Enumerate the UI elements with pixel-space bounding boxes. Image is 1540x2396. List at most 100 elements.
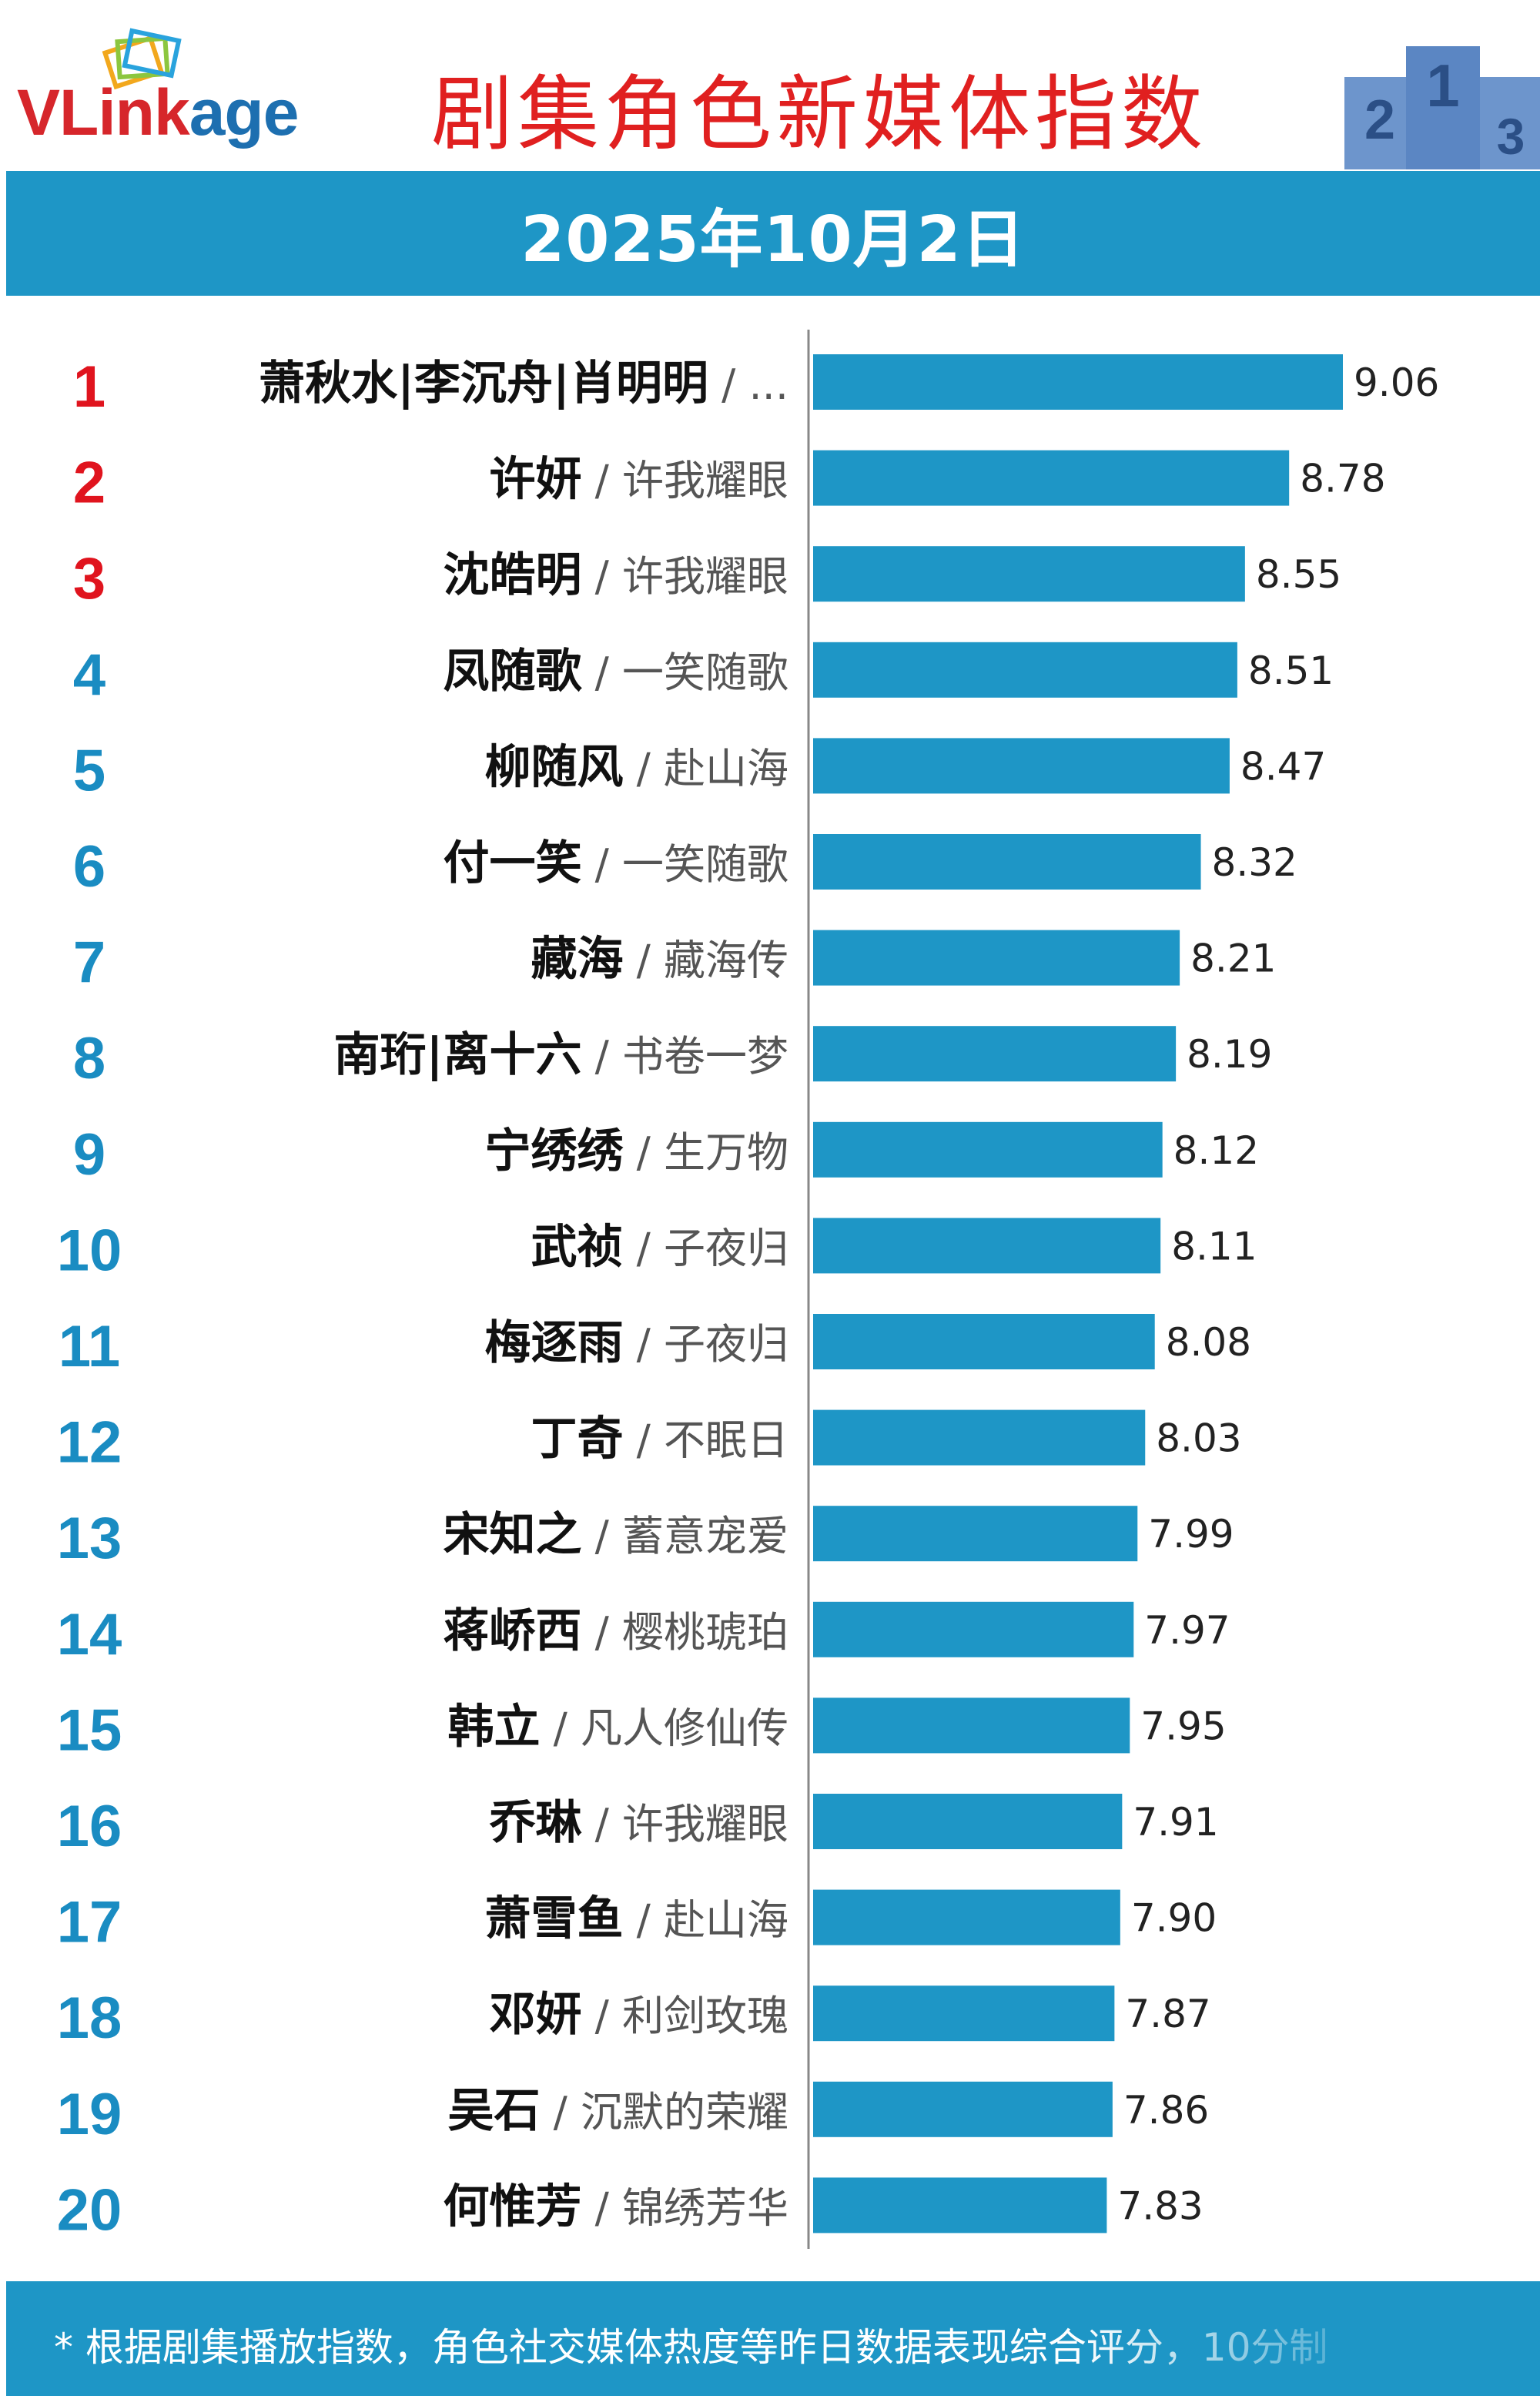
drama-title: / 凡人修仙传 <box>540 1704 788 1752</box>
drama-title: / 许我耀眼 <box>581 552 788 601</box>
bar-value-label: 8.03 <box>1156 1416 1241 1461</box>
drama-title: / 锦绣芳华 <box>581 2183 788 2232</box>
row-label: 乔琳 / 许我耀眼 <box>489 1796 788 1850</box>
logo-frames-icon <box>102 28 182 90</box>
drama-title: / 子夜归 <box>623 1320 788 1369</box>
drama-title: / 许我耀眼 <box>581 457 788 505</box>
row-label: 韩立 / 凡人修仙传 <box>447 1700 788 1754</box>
bar <box>813 1314 1155 1369</box>
bar-value-label: 8.78 <box>1300 457 1385 501</box>
row-label: 藏海 / 藏海传 <box>531 933 788 987</box>
rank-number: 14 <box>57 1602 122 1667</box>
chart-title: 剧集角色新媒体指数 <box>431 67 1207 162</box>
character-name: 南珩|离十六 <box>334 1028 582 1082</box>
footer: * 根据剧集播放指数，角色社交媒体热度等昨日数据表现综合评分，10分制 <box>6 2281 1540 2396</box>
bar <box>813 1794 1123 1849</box>
drama-title: / ... <box>708 360 788 409</box>
bar-value-label: 7.97 <box>1144 1608 1230 1653</box>
bar-value-label: 7.87 <box>1125 1992 1210 2036</box>
podium-label-3: 3 <box>1497 108 1525 165</box>
logo-text-red: VLink <box>17 76 190 149</box>
bar <box>813 354 1343 410</box>
bar-value-label: 8.19 <box>1187 1032 1272 1077</box>
vlinkage-logo: VLinkage <box>17 22 340 152</box>
drama-title: / 不眠日 <box>623 1416 788 1465</box>
rank-number: 11 <box>59 1314 120 1379</box>
row-label: 武祯 / 子夜归 <box>531 1220 788 1274</box>
rank-number: 19 <box>57 2082 122 2147</box>
row-label: 邓妍 / 利剑玫瑰 <box>489 1988 788 2042</box>
rank-number: 20 <box>57 2177 122 2243</box>
bar-value-label: 7.86 <box>1123 2088 1209 2133</box>
character-name: 萧雪鱼 <box>484 1892 623 1946</box>
rank-number: 1 <box>73 354 105 420</box>
row-label: 萧雪鱼 / 赴山海 <box>484 1892 788 1946</box>
drama-title: / 赴山海 <box>623 744 788 793</box>
character-name: 付一笑 <box>443 836 581 890</box>
bar-value-label: 8.08 <box>1166 1320 1251 1365</box>
character-name: 邓妍 <box>489 1988 581 2042</box>
row-label: 萧秋水|李沉舟|肖明明 / ... <box>259 357 788 411</box>
date-label: 2025年10月2日 <box>521 203 1026 276</box>
bar <box>813 1026 1177 1082</box>
drama-title: / 蓄意宠爱 <box>581 1512 788 1560</box>
row-label: 何惟芳 / 锦绣芳华 <box>443 2180 788 2233</box>
logo-text: VLinkage <box>17 75 300 150</box>
row-label: 南珩|离十六 / 书卷一梦 <box>334 1028 788 1082</box>
character-name: 宁绣绣 <box>484 1124 624 1178</box>
bar-value-label: 8.51 <box>1248 648 1334 693</box>
date-bar: 2025年10月2日 <box>6 171 1540 296</box>
bar-value-label: 8.12 <box>1173 1128 1259 1173</box>
bar <box>813 1697 1130 1754</box>
bar-value-label: 8.21 <box>1190 937 1276 981</box>
rank-number: 7 <box>73 930 105 996</box>
character-name: 萧秋水|李沉舟|肖明明 <box>259 357 708 411</box>
rank-number: 8 <box>73 1026 105 1091</box>
logo-text-blue: age <box>189 76 300 149</box>
drama-title: / 赴山海 <box>623 1896 788 1945</box>
bar <box>813 642 1237 698</box>
podium-label-2: 2 <box>1364 89 1395 151</box>
row-label: 宋知之 / 蓄意宠爱 <box>443 1508 788 1562</box>
bar <box>813 1409 1146 1466</box>
drama-title: / 子夜归 <box>623 1224 788 1272</box>
character-name: 宋知之 <box>443 1508 581 1562</box>
drama-title: / 沉默的荣耀 <box>540 2088 788 2136</box>
bar-value-label: 7.90 <box>1131 1896 1217 1941</box>
podium-label-1: 1 <box>1426 52 1459 119</box>
rank-number: 5 <box>73 738 105 803</box>
drama-title: / 书卷一梦 <box>581 1032 788 1081</box>
bar <box>813 1506 1138 1562</box>
row-label: 沈皓明 / 许我耀眼 <box>443 548 788 602</box>
rank-number: 13 <box>57 1506 122 1571</box>
bar <box>813 2081 1113 2137</box>
character-name: 梅逐雨 <box>484 1316 623 1370</box>
bar <box>813 450 1290 506</box>
bar <box>813 2177 1107 2233</box>
bar-value-label: 7.99 <box>1148 1512 1234 1557</box>
character-name: 乔琳 <box>489 1796 582 1850</box>
rank-number: 16 <box>57 1794 122 1859</box>
bar <box>813 834 1201 890</box>
character-name: 丁奇 <box>531 1412 623 1466</box>
drama-title: / 利剑玫瑰 <box>581 1992 788 2040</box>
rank-number: 15 <box>57 1697 122 1763</box>
character-name: 凤随歌 <box>443 645 582 699</box>
row-label: 宁绣绣 / 生万物 <box>484 1124 788 1178</box>
rank-number: 18 <box>57 1985 122 2051</box>
character-name: 许妍 <box>489 453 581 507</box>
drama-title: / 藏海传 <box>623 937 788 985</box>
row-label: 蒋峤西 / 樱桃琥珀 <box>443 1604 788 1658</box>
bar-value-label: 8.32 <box>1212 840 1297 885</box>
row-label: 付一笑 / 一笑随歌 <box>443 836 788 890</box>
bar-value-label: 8.47 <box>1240 744 1326 789</box>
character-name: 藏海 <box>531 933 623 987</box>
bar <box>813 1601 1134 1657</box>
bar <box>813 930 1180 986</box>
drama-title: / 一笑随歌 <box>581 840 788 889</box>
character-name: 柳随风 <box>484 740 623 794</box>
rank-number: 2 <box>73 451 105 516</box>
row-label: 丁奇 / 不眠日 <box>531 1412 788 1466</box>
rank-number: 4 <box>73 642 105 708</box>
